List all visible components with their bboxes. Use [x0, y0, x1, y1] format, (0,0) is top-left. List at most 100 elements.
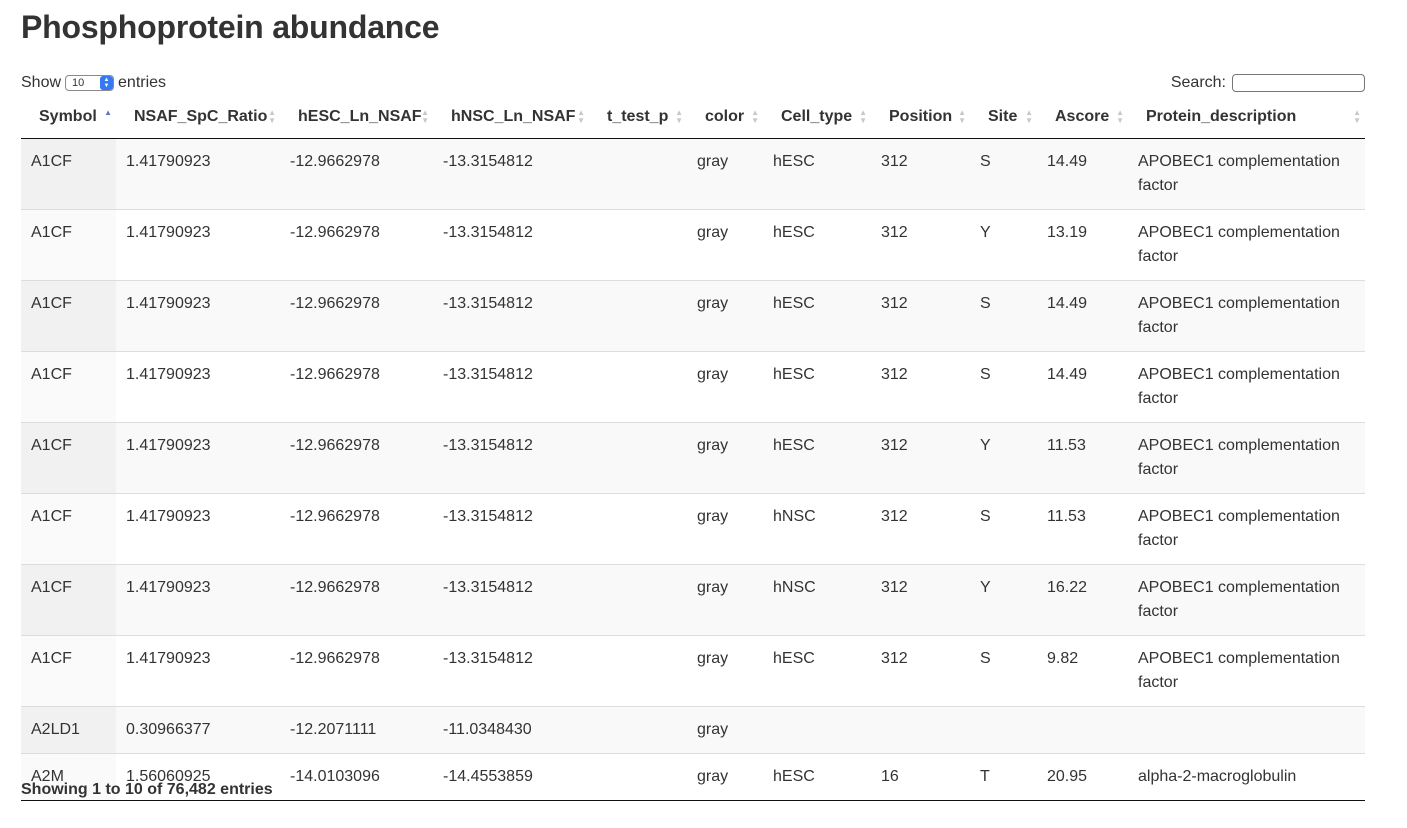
cell-site: S: [970, 634, 1037, 706]
column-header-symbol[interactable]: Symbol ▲▼: [21, 96, 116, 139]
table-row: A1CF 1.41790923 -12.9662978 -13.3154812 gray…: [21, 350, 1365, 422]
column-header-color[interactable]: color ▲ ▼: [687, 96, 763, 139]
cell-t-test-p: [589, 492, 687, 564]
cell-hnsc-ln-nsaf: -11.0348430: [433, 705, 589, 753]
cell-nsaf-spc-ratio: 1.41790923: [116, 138, 280, 209]
cell-symbol: A2LD1: [21, 705, 116, 753]
cell-protein-description: APOBEC1 complementation factor: [1128, 634, 1365, 706]
select-stepper-icon: ▲ ▼: [100, 76, 114, 90]
cell-hesc-ln-nsaf: -12.9662978: [280, 350, 433, 422]
cell-color: gray: [687, 492, 763, 564]
cell-hnsc-ln-nsaf: -14.4553859: [433, 752, 589, 801]
cell-ascore: 14.49: [1037, 350, 1128, 422]
cell-cell-type: [763, 705, 871, 753]
column-header-position[interactable]: Position ▲ ▼: [871, 96, 970, 139]
cell-protein-description: APOBEC1 complementation factor: [1128, 138, 1365, 209]
table-row: A2LD1 0.30966377 -12.2071111 -11.0348430 gra…: [21, 705, 1365, 753]
table-row: A1CF 1.41790923 -12.9662978 -13.3154812 gray…: [21, 421, 1365, 493]
cell-symbol: A1CF: [21, 563, 116, 635]
cell-color: gray: [687, 634, 763, 706]
table-info: Showing 1 to 10 of 76,482 entries: [21, 781, 273, 798]
cell-cell-type: hESC: [763, 350, 871, 422]
column-header-label: Protein_description: [1146, 107, 1297, 125]
cell-site: S: [970, 350, 1037, 422]
cell-cell-type: hESC: [763, 752, 871, 801]
column-header-label: t_test_p: [607, 107, 669, 125]
table-row: A1CF 1.41790923 -12.9662978 -13.3154812 gray…: [21, 563, 1365, 635]
search-input[interactable]: [1232, 74, 1365, 92]
table-row: A2M 1.56060925 -14.0103096 -14.4553859 gray h…: [21, 752, 1365, 801]
sort-icon: ▲ ▼: [751, 107, 759, 125]
cell-protein-description: APOBEC1 complementation factor: [1128, 492, 1365, 564]
sort-icon: ▲ ▼: [421, 107, 429, 125]
sort-icon: ▲ ▼: [1025, 107, 1033, 125]
table-row: A1CF 1.41790923 -12.9662978 -13.3154812 gray…: [21, 208, 1365, 280]
cell-t-test-p: [589, 138, 687, 209]
cell-t-test-p: [589, 634, 687, 706]
column-header-ascore[interactable]: Ascore ▲ ▼: [1037, 96, 1128, 139]
cell-protein-description: APOBEC1 complementation factor: [1128, 421, 1365, 493]
entries-label: entries: [118, 74, 167, 91]
column-header-label: Ascore: [1055, 107, 1110, 125]
cell-cell-type: hESC: [763, 634, 871, 706]
column-header-t-test-p[interactable]: t_test_p ▲ ▼: [589, 96, 687, 139]
header-row: Symbol▲▼ NSAF_SpC_Ratio▲▼ hESC_Ln_NSAF▲▼…: [21, 96, 1365, 139]
cell-hnsc-ln-nsaf: -13.3154812: [433, 138, 589, 209]
cell-protein-description: APOBEC1 complementation factor: [1128, 208, 1365, 280]
column-header-label: Cell_type: [781, 107, 853, 125]
cell-site: S: [970, 138, 1037, 209]
entries-per-page-select[interactable]: 10 ▲ ▼: [65, 75, 115, 91]
page-title: Phosphoprotein abundance: [21, 9, 440, 45]
cell-hesc-ln-nsaf: -12.9662978: [280, 421, 433, 493]
cell-symbol: A1CF: [21, 138, 116, 209]
column-header-hesc-ln-nsaf[interactable]: hESC_Ln_NSAF ▲ ▼: [280, 96, 433, 139]
cell-t-test-p: [589, 705, 687, 753]
column-header-label: NSAF_SpC_Ratio: [134, 107, 268, 125]
cell-t-test-p: [589, 752, 687, 801]
cell-color: gray: [687, 138, 763, 209]
cell-nsaf-spc-ratio: 1.41790923: [116, 350, 280, 422]
cell-cell-type: hESC: [763, 421, 871, 493]
cell-color: gray: [687, 350, 763, 422]
cell-position: 312: [871, 350, 970, 422]
cell-hesc-ln-nsaf: -12.9662978: [280, 634, 433, 706]
cell-ascore: 13.19: [1037, 208, 1128, 280]
cell-hesc-ln-nsaf: -12.2071111: [280, 705, 433, 753]
column-header-cell-type[interactable]: Cell_type ▲ ▼: [763, 96, 871, 139]
cell-nsaf-spc-ratio: 1.41790923: [116, 279, 280, 351]
cell-hnsc-ln-nsaf: -13.3154812: [433, 208, 589, 280]
cell-symbol: A1CF: [21, 492, 116, 564]
cell-site: T: [970, 752, 1037, 801]
cell-symbol: A1CF: [21, 421, 116, 493]
cell-nsaf-spc-ratio: 0.30966377: [116, 705, 280, 753]
cell-hesc-ln-nsaf: -14.0103096: [280, 752, 433, 801]
cell-color: gray: [687, 279, 763, 351]
search-control: Search:: [1171, 73, 1365, 93]
column-header-site[interactable]: Site ▲ ▼: [970, 96, 1037, 139]
cell-t-test-p: [589, 350, 687, 422]
cell-position: 312: [871, 279, 970, 351]
cell-ascore: 16.22: [1037, 563, 1128, 635]
cell-position: 312: [871, 138, 970, 209]
column-header-label: Symbol: [39, 107, 97, 125]
column-header-hnsc-ln-nsaf[interactable]: hNSC_Ln_NSAF ▲ ▼: [433, 96, 589, 139]
sort-ascending-icon: ▲▼: [104, 107, 112, 117]
data-table: Symbol▲▼ NSAF_SpC_Ratio▲▼ hESC_Ln_NSAF▲▼…: [21, 96, 1365, 801]
cell-cell-type: hESC: [763, 279, 871, 351]
cell-color: gray: [687, 563, 763, 635]
cell-symbol: A1CF: [21, 634, 116, 706]
cell-ascore: 14.49: [1037, 279, 1128, 351]
cell-nsaf-spc-ratio: 1.41790923: [116, 563, 280, 635]
cell-site: [970, 705, 1037, 753]
column-header-protein-description[interactable]: Protein_description ▲ ▼: [1128, 96, 1365, 139]
cell-hnsc-ln-nsaf: -13.3154812: [433, 563, 589, 635]
sort-icon: ▲ ▼: [1116, 107, 1124, 125]
cell-protein-description: [1128, 705, 1365, 753]
cell-hnsc-ln-nsaf: -13.3154812: [433, 492, 589, 564]
sort-icon: ▲ ▼: [675, 107, 683, 125]
column-header-nsaf-spc-ratio[interactable]: NSAF_SpC_Ratio ▲ ▼: [116, 96, 280, 139]
cell-nsaf-spc-ratio: 1.41790923: [116, 421, 280, 493]
cell-nsaf-spc-ratio: 1.41790923: [116, 634, 280, 706]
cell-protein-description: APOBEC1 complementation factor: [1128, 563, 1365, 635]
cell-color: gray: [687, 208, 763, 280]
